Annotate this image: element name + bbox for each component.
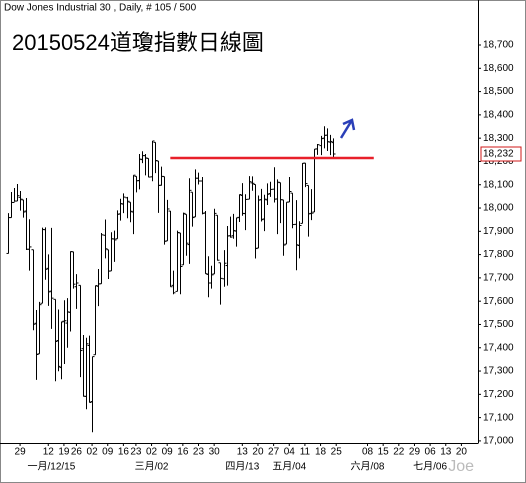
- x-tick-label: 29: [15, 447, 27, 458]
- y-tick-label: 18,300: [483, 133, 514, 144]
- y-tick-label: 17,600: [483, 296, 514, 307]
- x-tick-label: 12: [43, 447, 55, 458]
- x-tick-label: 27: [268, 447, 280, 458]
- x-tick-label: 13: [440, 447, 452, 458]
- y-tick-label: 17,200: [483, 389, 514, 400]
- y-tick-label: 18,200: [483, 156, 514, 167]
- watermark: Joe: [448, 458, 474, 475]
- y-tick-label: 18,700: [483, 40, 514, 51]
- arrow: [339, 118, 356, 139]
- y-tick-label: 17,500: [483, 319, 514, 330]
- x-tick-label: 16: [118, 447, 130, 458]
- x-tick-label: 11: [300, 447, 311, 458]
- month-label: 五月/04: [272, 461, 306, 473]
- x-tick-label: 19: [58, 447, 70, 458]
- month-label: 七月/06: [413, 461, 447, 473]
- x-tick-label: 04: [284, 447, 296, 458]
- x-tick-label: 18: [315, 447, 327, 458]
- month-label: 三月/02: [135, 461, 169, 473]
- y-tick-label: 17,800: [483, 249, 514, 260]
- y-tick-label: 17,900: [483, 226, 514, 237]
- x-tick-label: 29: [409, 447, 421, 458]
- x-tick-label: 30: [209, 447, 221, 458]
- y-tick-label: 18,400: [483, 110, 514, 121]
- x-tick-label: 26: [71, 447, 83, 458]
- x-tick-label: 15: [378, 447, 390, 458]
- month-label: 四月/13: [225, 461, 259, 473]
- x-tick-label: 20: [252, 447, 264, 458]
- x-tick-label: 08: [362, 447, 374, 458]
- y-tick-label: 18,000: [483, 203, 514, 214]
- x-tick-label: 20: [456, 447, 468, 458]
- x-tick-label: 23: [193, 447, 205, 458]
- y-tick-label: 18,600: [483, 63, 514, 74]
- y-tick-label: 17,700: [483, 273, 514, 284]
- x-tick-label: 16: [177, 447, 189, 458]
- y-tick-label: 17,000: [483, 436, 514, 447]
- month-label: 一月/12/15: [27, 461, 75, 473]
- x-tick-label: 09: [102, 447, 114, 458]
- y-tick-label: 18,500: [483, 86, 514, 97]
- y-tick-label: 17,100: [483, 412, 514, 423]
- x-tick-label: 25: [331, 447, 343, 458]
- x-tick-label: 06: [425, 447, 437, 458]
- header: Dow Jones Industrial 30 , Daily, # 105 /…: [4, 3, 197, 14]
- x-tick-label: 23: [130, 447, 142, 458]
- month-label: 六月/08: [351, 461, 385, 473]
- x-tick-label: 13: [237, 447, 249, 458]
- x-tick-label: 22: [393, 447, 405, 458]
- y-tick-label: 17,400: [483, 342, 514, 353]
- y-tick-label: 17,300: [483, 366, 514, 377]
- last-price-box: [480, 146, 522, 162]
- x-tick-label: 02: [87, 447, 99, 458]
- x-tick-label: 09: [162, 447, 174, 458]
- chart-title: 20150524道瓊指數日線圖: [12, 30, 264, 55]
- x-tick-label: 02: [146, 447, 158, 458]
- y-tick-label: 18,100: [483, 179, 514, 190]
- last-price-label: 18,232: [483, 149, 514, 160]
